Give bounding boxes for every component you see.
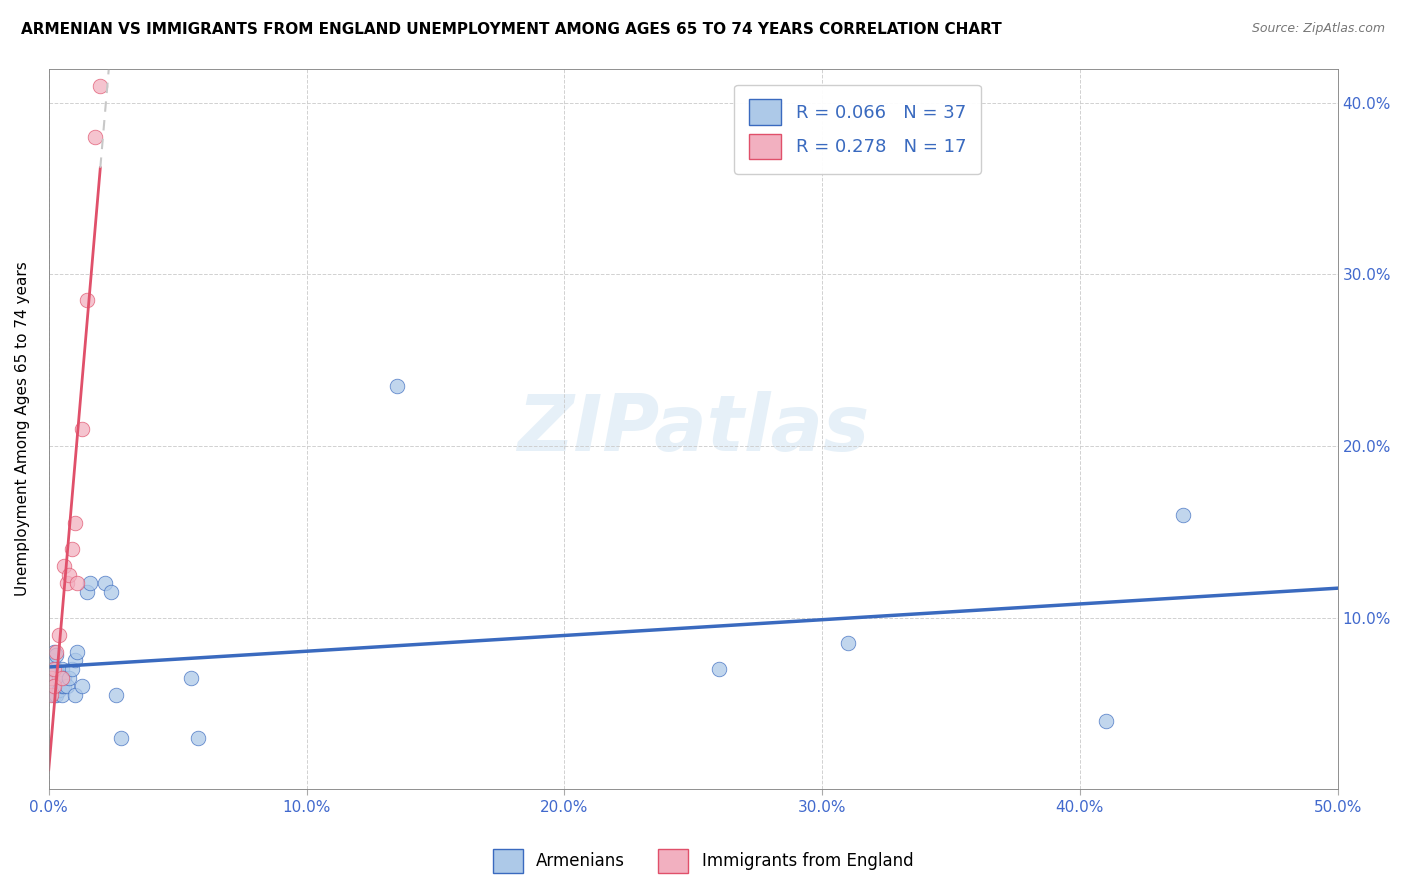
Text: ZIPatlas: ZIPatlas (517, 391, 869, 467)
Point (48, 682, 70, 697)
Point (53, 671, 76, 685)
Point (79, 576, 101, 591)
Point (42, 688, 65, 702)
Point (42, 662, 65, 676)
Point (51, 671, 73, 685)
Point (1171, 508, 1194, 522)
Point (63, 653, 86, 667)
Point (41, 653, 63, 667)
Point (60, 541, 83, 556)
Point (76, 584, 98, 599)
Point (56, 576, 79, 591)
Y-axis label: Unemployment Among Ages 65 to 74 years: Unemployment Among Ages 65 to 74 years (15, 261, 30, 596)
Legend: R = 0.066   N = 37, R = 0.278   N = 17: R = 0.066 N = 37, R = 0.278 N = 17 (734, 85, 980, 174)
Point (837, 636, 859, 650)
Point (53, 679, 76, 693)
Text: ARMENIAN VS IMMIGRANTS FROM ENGLAND UNEMPLOYMENT AMONG AGES 65 TO 74 YEARS CORRE: ARMENIAN VS IMMIGRANTS FROM ENGLAND UNEM… (21, 22, 1002, 37)
Point (60, 662, 83, 676)
Point (58, 671, 80, 685)
Point (63, 516, 86, 531)
Point (48, 628, 70, 642)
Point (100, 584, 122, 599)
Point (42, 679, 65, 693)
Point (63, 688, 86, 702)
Point (42, 679, 65, 693)
Point (53, 559, 76, 574)
Point (89, 78, 111, 93)
Point (58, 567, 80, 582)
Point (104, 688, 127, 702)
Point (180, 671, 202, 685)
Point (56, 679, 79, 693)
Text: Source: ZipAtlas.com: Source: ZipAtlas.com (1251, 22, 1385, 36)
Point (1094, 714, 1116, 728)
Legend: Armenians, Immigrants from England: Armenians, Immigrants from England (486, 842, 920, 880)
Point (66, 576, 89, 591)
Point (385, 379, 408, 393)
Point (45, 688, 67, 702)
Point (41, 662, 63, 676)
Point (45, 648, 67, 663)
Point (51, 671, 73, 685)
Point (41, 671, 63, 685)
Point (110, 731, 132, 745)
Point (41, 688, 63, 702)
Point (187, 731, 209, 745)
Point (41, 671, 63, 685)
Point (51, 688, 73, 702)
Point (45, 645, 67, 659)
Point (51, 679, 73, 693)
Point (84, 130, 107, 145)
Point (48, 671, 70, 685)
Point (45, 662, 67, 676)
Point (72, 422, 94, 436)
Point (707, 662, 730, 676)
Point (51, 662, 73, 676)
Point (76, 293, 98, 307)
Point (72, 679, 94, 693)
Point (66, 645, 89, 659)
Point (94, 576, 117, 591)
Point (42, 645, 65, 659)
